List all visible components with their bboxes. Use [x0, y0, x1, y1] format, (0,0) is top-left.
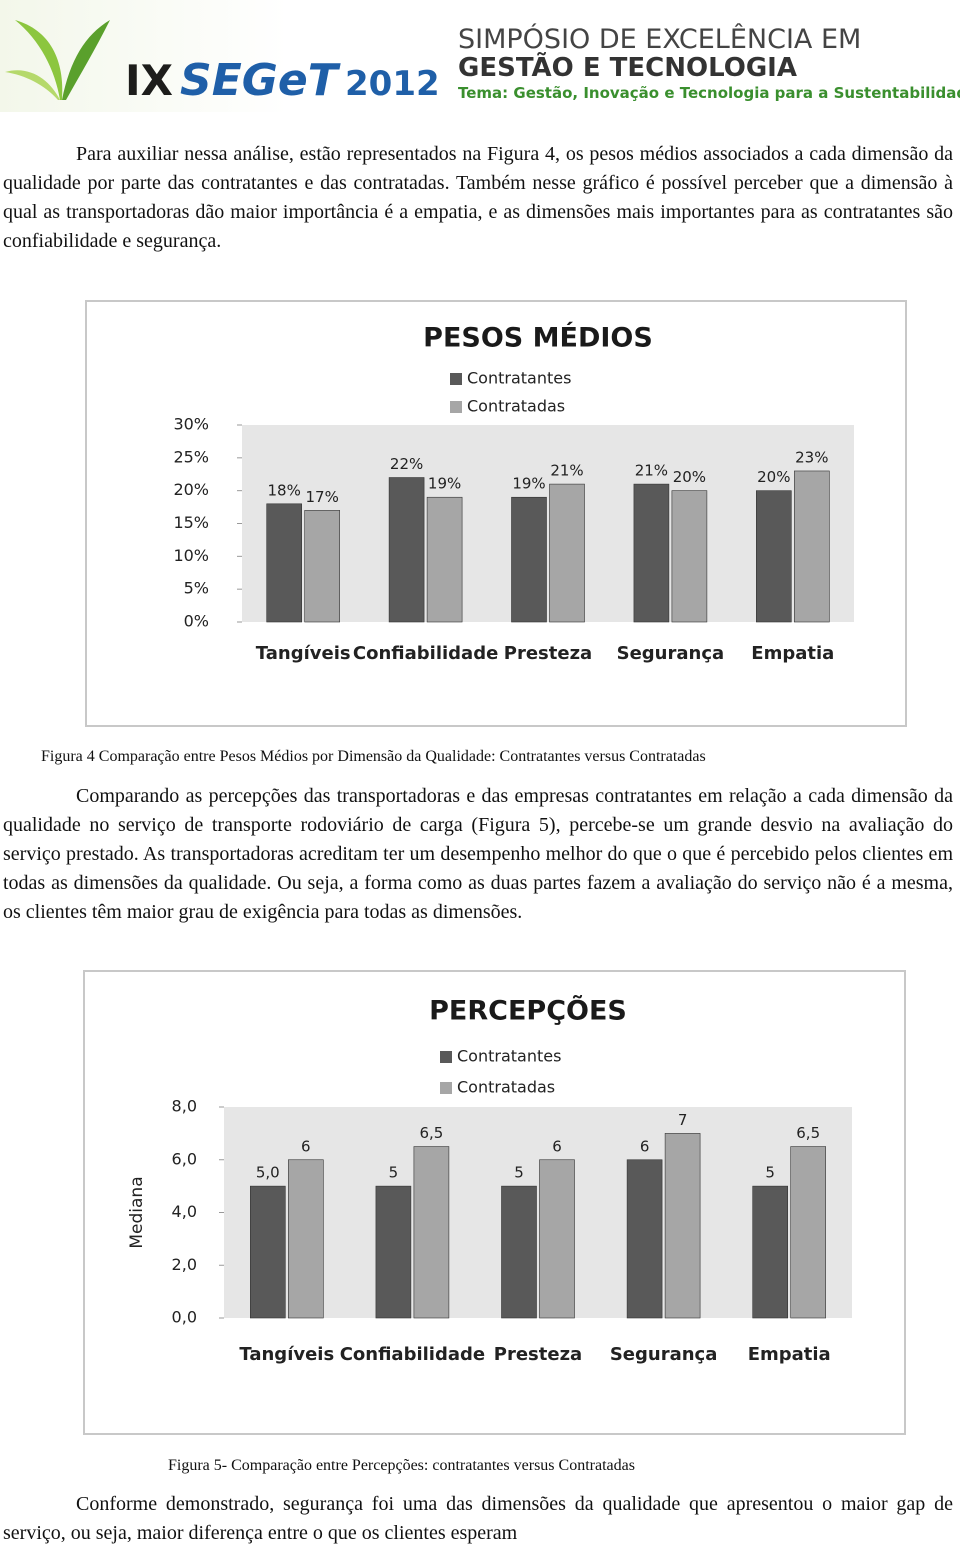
header-line1: SIMPÓSIO DE EXCELÊNCIA EM: [458, 23, 861, 55]
legend-label: Contratantes: [467, 369, 571, 388]
y-tick-label: 4,0: [172, 1202, 197, 1221]
y-tick-label: 15%: [173, 513, 209, 532]
data-label: 6: [301, 1137, 311, 1155]
leaf-icon: [5, 20, 110, 100]
bar: [752, 1185, 789, 1319]
bar: [511, 496, 547, 623]
chart-title: PESOS MÉDIOS: [423, 322, 653, 354]
data-label: 20%: [757, 468, 790, 486]
data-label: 5: [514, 1164, 524, 1182]
figure-caption: Figura 4 Comparação entre Pesos Médios p…: [41, 748, 706, 765]
bar: [426, 496, 463, 623]
data-label: 17%: [306, 488, 339, 506]
bar: [388, 477, 425, 623]
chart: PERCEPÇÕES Contratantes Contratadas Mediana…: [83, 970, 906, 1435]
bar: [413, 1146, 450, 1319]
y-tick-label: 6,0: [172, 1149, 197, 1168]
data-label: 18%: [268, 481, 301, 499]
data-label: 5,0: [256, 1164, 280, 1182]
data-label: 6,5: [796, 1124, 820, 1142]
y-tick-label: 8,0: [172, 1097, 197, 1116]
y-tick-label: 10%: [173, 546, 209, 565]
y-tick-label: 0%: [184, 612, 209, 631]
chart-title: PERCEPÇÕES: [429, 995, 627, 1027]
legend-swatch: [450, 401, 462, 413]
chart: PESOS MÉDIOS Contratantes Contratadas 0% 5% 1…: [85, 300, 907, 727]
data-label: 6: [552, 1137, 562, 1155]
bar: [664, 1133, 701, 1319]
y-tick-label: 5%: [184, 579, 209, 598]
legend-label: Contratantes: [457, 1047, 561, 1066]
logo-roman: IX: [125, 56, 173, 105]
x-tick-label: Presteza: [494, 1344, 582, 1365]
data-label: 5: [765, 1164, 775, 1182]
logo-name: SEGeT: [180, 55, 341, 106]
data-label: 21%: [635, 462, 668, 480]
x-tick-label: Empatia: [751, 643, 834, 664]
y-tick-label: 0,0: [172, 1308, 197, 1327]
x-tick-label: Confiabilidade: [353, 643, 498, 664]
y-tick-label: 2,0: [172, 1255, 197, 1274]
figure-caption: Figura 5- Comparação entre Percepções: c…: [168, 1457, 635, 1474]
data-label: 21%: [550, 462, 583, 480]
bar: [671, 490, 708, 623]
bar: [539, 1159, 575, 1319]
y-tick-label: 25%: [173, 447, 209, 466]
x-tick-label: Presteza: [504, 643, 592, 664]
legend-label: Contratadas: [467, 397, 565, 416]
data-label: 19%: [512, 475, 545, 493]
bar: [790, 1146, 827, 1319]
data-label: 6,5: [419, 1124, 443, 1142]
bar: [501, 1185, 537, 1319]
bar: [250, 1185, 286, 1319]
data-label: 5: [389, 1164, 399, 1182]
bar: [549, 483, 585, 623]
bar: [266, 503, 302, 623]
bar: [375, 1185, 412, 1319]
header: IX SEGeT 2012 SIMPÓSIO DE EXCELÊNCIA EM …: [0, 0, 960, 112]
header-theme: Tema: Gestão, Inovação e Tecnologia para…: [458, 84, 960, 102]
plot-area: [224, 1107, 852, 1318]
bar: [304, 510, 340, 623]
plot-area: [242, 425, 854, 622]
data-label: 23%: [795, 448, 828, 466]
bar: [633, 483, 670, 623]
legend-swatch: [440, 1051, 452, 1063]
data-label: 20%: [673, 468, 706, 486]
legend-label: Contratadas: [457, 1078, 555, 1097]
legend-swatch: [450, 373, 462, 385]
y-tick-label: 20%: [173, 480, 209, 499]
header-logo: IX SEGeT 2012 SIMPÓSIO DE EXCELÊNCIA EM …: [5, 20, 960, 106]
paragraph: Conforme demonstrado, segurança foi uma …: [3, 1493, 953, 1544]
x-tick-label: Tangíveis: [239, 1344, 334, 1365]
paragraph: Para auxiliar nessa análise, estão repre…: [3, 143, 953, 252]
x-tick-label: Tangíveis: [256, 643, 351, 664]
bar: [288, 1159, 324, 1319]
bar: [793, 470, 830, 623]
y-axis-label: Mediana: [127, 1176, 147, 1248]
paragraph: Comparando as percepções das transportad…: [3, 785, 953, 923]
bar: [626, 1159, 663, 1319]
data-label: 19%: [428, 475, 461, 493]
x-tick-label: Segurança: [617, 643, 725, 664]
y-tick-label: 30%: [173, 415, 209, 434]
x-tick-label: Confiabilidade: [340, 1344, 485, 1365]
bar: [755, 490, 792, 623]
header-line2: GESTÃO E TECNOLOGIA: [458, 51, 797, 83]
data-label: 7: [678, 1111, 688, 1129]
data-label: 6: [640, 1137, 650, 1155]
x-tick-label: Segurança: [610, 1344, 718, 1365]
logo-year: 2012: [345, 64, 440, 104]
data-label: 22%: [390, 455, 423, 473]
legend-swatch: [440, 1082, 452, 1094]
x-tick-label: Empatia: [748, 1344, 831, 1365]
